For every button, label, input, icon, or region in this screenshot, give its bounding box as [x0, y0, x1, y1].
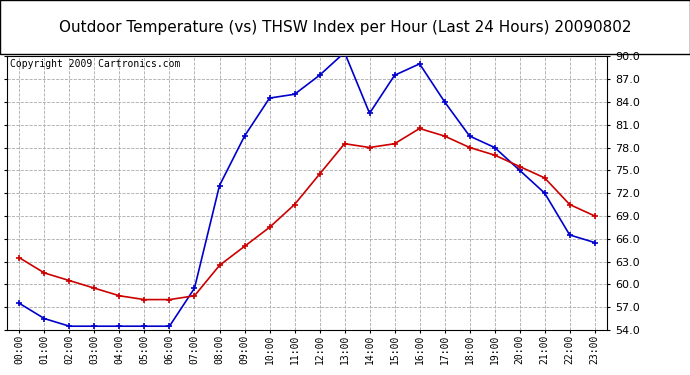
Text: Outdoor Temperature (vs) THSW Index per Hour (Last 24 Hours) 20090802: Outdoor Temperature (vs) THSW Index per … — [59, 20, 631, 35]
Text: Copyright 2009 Cartronics.com: Copyright 2009 Cartronics.com — [10, 59, 180, 69]
